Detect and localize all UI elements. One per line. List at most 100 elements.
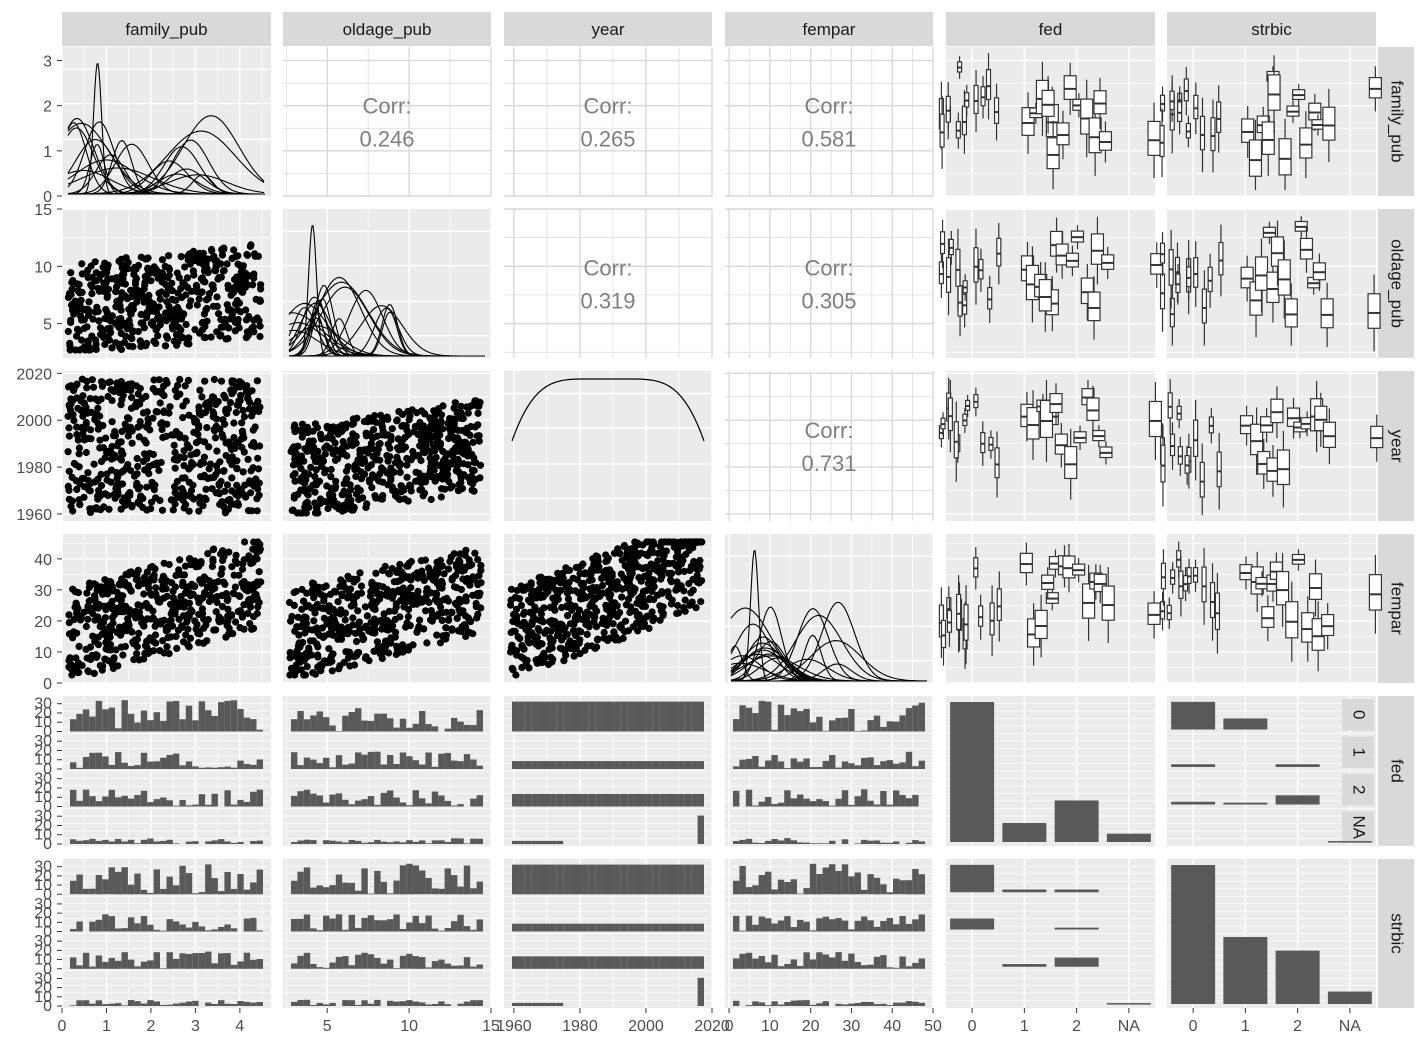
scatter-point bbox=[549, 655, 557, 663]
scatter-point bbox=[235, 571, 243, 579]
sub-strip-label: 1 bbox=[1350, 748, 1369, 757]
scatter-point bbox=[150, 486, 158, 494]
correlation-label: Corr: bbox=[805, 418, 854, 443]
scatter-point bbox=[473, 432, 481, 440]
scatter-point bbox=[646, 595, 654, 603]
column-strip bbox=[283, 12, 491, 46]
scatter-point bbox=[555, 587, 563, 595]
scatter-point bbox=[347, 585, 355, 593]
scatter-point bbox=[220, 578, 228, 586]
panel-background bbox=[725, 371, 933, 521]
box-plots bbox=[938, 53, 1161, 190]
scatter-point bbox=[527, 591, 536, 599]
scatter-point bbox=[144, 464, 152, 472]
scatter-point bbox=[340, 480, 348, 488]
scatter-point bbox=[139, 457, 147, 465]
scatter-point bbox=[454, 567, 462, 575]
scatter-point bbox=[324, 504, 332, 513]
scatter-point bbox=[554, 569, 562, 577]
scatter-point bbox=[291, 421, 299, 429]
scatter-point bbox=[66, 630, 74, 638]
scatter-point bbox=[343, 442, 351, 450]
scatter-point bbox=[400, 603, 408, 611]
scatter-point bbox=[96, 492, 104, 500]
scatter-point bbox=[189, 267, 197, 275]
scatter-point bbox=[393, 453, 401, 461]
panel-background bbox=[725, 209, 933, 358]
scatter-point bbox=[615, 549, 623, 557]
scatter-point bbox=[101, 340, 109, 348]
panel-background bbox=[504, 371, 712, 521]
scatter-point bbox=[195, 403, 203, 411]
scatter-point bbox=[178, 623, 187, 631]
row-strip bbox=[1378, 859, 1414, 1008]
scatter-point bbox=[181, 434, 189, 442]
scatter-point bbox=[207, 333, 215, 341]
scatter-point bbox=[302, 509, 310, 517]
scatter-point bbox=[463, 429, 471, 437]
scatter-point bbox=[116, 623, 124, 631]
scatter-point bbox=[470, 454, 478, 462]
scatter-point bbox=[335, 629, 343, 637]
scatter-point bbox=[152, 590, 160, 598]
scatter-point bbox=[609, 620, 617, 628]
histogram-bar bbox=[166, 800, 173, 807]
scatter-point bbox=[118, 289, 126, 297]
scatter-point bbox=[123, 295, 131, 303]
panel-background bbox=[725, 47, 933, 196]
scatter-point bbox=[657, 538, 666, 546]
scatter-point bbox=[165, 271, 173, 279]
histogram-bar bbox=[89, 838, 96, 844]
scatter-point bbox=[178, 293, 186, 302]
scatter-point bbox=[109, 656, 117, 665]
box-body bbox=[1147, 120, 1161, 156]
scatter-point bbox=[80, 324, 88, 332]
scatter-point bbox=[403, 461, 411, 469]
scatter-point bbox=[117, 329, 125, 337]
scatter-point bbox=[224, 605, 232, 613]
scatter-point bbox=[620, 541, 629, 550]
scatter-point bbox=[247, 597, 255, 605]
scatter-point bbox=[657, 602, 665, 611]
density-line bbox=[731, 550, 927, 682]
histogram-bar bbox=[127, 839, 135, 844]
scatter-point bbox=[253, 495, 261, 503]
scatter-point bbox=[565, 566, 574, 574]
scatter-point bbox=[180, 454, 188, 462]
scatter-point bbox=[76, 501, 84, 509]
scatter-point bbox=[128, 335, 136, 343]
scatter-point bbox=[386, 444, 394, 452]
scatter-point bbox=[687, 562, 696, 570]
box-body bbox=[1056, 122, 1070, 146]
scatter-point bbox=[414, 587, 422, 596]
scatter-point bbox=[314, 651, 322, 659]
scatter-point bbox=[409, 600, 417, 609]
scatter-point bbox=[223, 596, 231, 605]
histogram-bar bbox=[256, 789, 263, 807]
scatter-point bbox=[233, 306, 241, 314]
scatter-point bbox=[551, 577, 559, 585]
histogram-bar bbox=[76, 767, 83, 769]
scatter-point bbox=[576, 570, 584, 578]
scatter-point bbox=[201, 438, 209, 446]
scatter-point bbox=[321, 450, 329, 458]
scatter-point bbox=[256, 332, 264, 341]
scatter-point bbox=[312, 478, 320, 486]
histogram-bar bbox=[134, 722, 141, 732]
scatter-point bbox=[583, 630, 591, 639]
scatter-point bbox=[249, 408, 257, 416]
panel-background bbox=[1167, 371, 1376, 521]
scatter-point bbox=[230, 246, 238, 254]
scatter-point bbox=[476, 474, 484, 482]
scatter-point bbox=[216, 332, 224, 340]
scatter-point bbox=[146, 307, 154, 315]
scatter-point bbox=[159, 582, 167, 590]
scatter-point bbox=[146, 449, 154, 457]
scatter-point bbox=[134, 462, 142, 471]
scatter-point bbox=[169, 587, 177, 595]
density-line bbox=[289, 225, 485, 357]
scatter-point bbox=[331, 447, 339, 455]
scatter-point bbox=[421, 410, 429, 418]
scatter-point bbox=[416, 616, 424, 624]
scatter-point bbox=[206, 474, 215, 482]
